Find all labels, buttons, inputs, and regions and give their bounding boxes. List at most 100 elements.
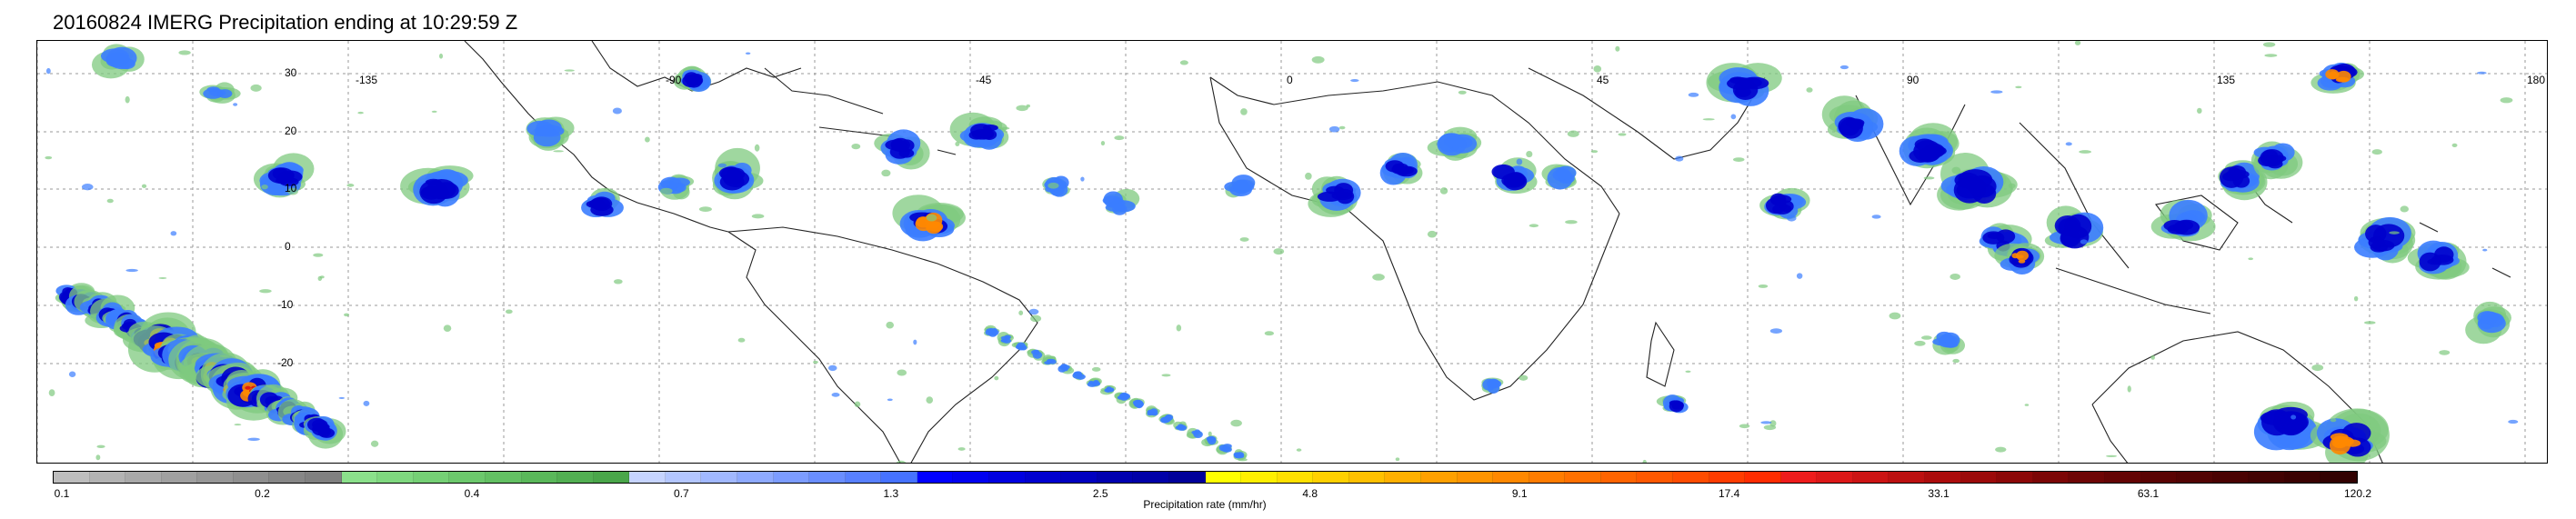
precip-cell bbox=[994, 375, 999, 381]
colorbar-segment bbox=[1097, 472, 1134, 483]
colorbar-segment bbox=[809, 472, 846, 483]
precip-cell bbox=[1519, 374, 1529, 381]
precip-cell bbox=[1328, 125, 1340, 133]
latitude-label: -20 bbox=[277, 356, 294, 369]
colorbar-tick-label: 1.3 bbox=[883, 487, 899, 500]
precip-cell bbox=[889, 145, 910, 159]
colorbar-segment bbox=[1709, 472, 1746, 483]
colorbar-segment bbox=[1061, 472, 1098, 483]
precip-cell bbox=[1164, 414, 1172, 421]
longitude-label: 0 bbox=[1287, 74, 1293, 86]
colorbar-segment bbox=[1673, 472, 1709, 483]
colorbar-segment bbox=[1817, 472, 1853, 483]
coastlines bbox=[464, 41, 2511, 463]
precip-cell bbox=[2127, 385, 2131, 393]
precip-cell bbox=[1920, 335, 1932, 340]
precip-cell bbox=[2163, 220, 2186, 232]
precip-cell bbox=[2336, 70, 2351, 83]
colorbar-segment bbox=[377, 472, 414, 483]
precip-cell bbox=[1016, 105, 1028, 112]
precip-cell bbox=[1030, 314, 1042, 323]
precip-cell bbox=[1234, 454, 1240, 458]
precip-cell bbox=[259, 289, 272, 294]
colorbar-tick-label: 9.1 bbox=[1511, 487, 1528, 500]
colorbar-segment bbox=[1277, 472, 1314, 483]
precip-cell bbox=[1230, 419, 1242, 427]
colorbar-tick-label: 33.1 bbox=[1928, 487, 1950, 500]
precip-cell bbox=[443, 324, 452, 332]
colorbar-segment bbox=[701, 472, 737, 483]
precip-cell bbox=[287, 187, 298, 195]
precip-cell bbox=[1739, 424, 1750, 429]
precip-cell bbox=[178, 50, 191, 55]
precip-cell bbox=[1995, 446, 2007, 453]
colorbar-segment bbox=[2177, 472, 2213, 483]
precip-cell bbox=[1194, 429, 1201, 434]
precip-cell bbox=[141, 184, 147, 188]
precip-cell bbox=[233, 103, 238, 106]
precip-cell bbox=[1787, 215, 1797, 222]
precip-cell bbox=[2264, 54, 2278, 57]
precip-cell bbox=[1730, 114, 1737, 120]
precip-cell bbox=[2106, 454, 2118, 457]
precip-cell bbox=[1734, 86, 1751, 97]
precip-cell bbox=[2311, 364, 2324, 372]
precip-cell bbox=[344, 313, 350, 317]
precip-cell bbox=[247, 437, 260, 441]
precip-cell bbox=[659, 187, 673, 195]
colorbar-segment bbox=[449, 472, 486, 483]
precip-cell bbox=[2476, 71, 2487, 75]
precip-cell bbox=[754, 144, 760, 152]
precip-cell bbox=[45, 67, 51, 75]
precip-cell bbox=[125, 95, 130, 104]
precip-cell bbox=[2482, 248, 2488, 252]
latitude-label: 0 bbox=[285, 240, 291, 253]
precip-cell bbox=[553, 150, 564, 153]
precip-cell bbox=[1091, 366, 1101, 372]
precip-cell bbox=[2074, 41, 2081, 45]
longitude-label: 180 bbox=[2527, 74, 2546, 86]
precip-cell bbox=[1732, 157, 1745, 162]
colorbar-segment bbox=[629, 472, 666, 483]
colorbar-tick-label: 17.4 bbox=[1718, 487, 1740, 500]
precip-cell bbox=[1951, 166, 1961, 175]
colorbar-segment bbox=[1852, 472, 1889, 483]
precip-cell bbox=[1179, 60, 1188, 65]
precip-cell bbox=[2270, 155, 2287, 162]
precip-cell bbox=[219, 354, 232, 358]
precip-cell bbox=[2400, 205, 2409, 213]
precip-cell bbox=[48, 389, 55, 397]
colorbar-segment bbox=[1205, 472, 1242, 483]
precip-cell bbox=[1178, 425, 1186, 430]
precip-cell bbox=[313, 253, 324, 257]
precip-cell bbox=[319, 275, 325, 279]
colorbar-label: Precipitation rate (mm/hr) bbox=[1143, 498, 1267, 511]
precip-cell bbox=[1489, 380, 1502, 388]
colorbar-segment bbox=[1565, 472, 1601, 483]
precip-cell bbox=[272, 167, 288, 180]
precip-cell bbox=[1982, 231, 2005, 245]
precip-cell bbox=[1264, 331, 1275, 336]
precip-cell bbox=[1871, 215, 1881, 219]
precip-cell bbox=[1395, 165, 1418, 177]
precip-cell bbox=[971, 128, 994, 140]
colorbar-segment bbox=[1493, 472, 1529, 483]
precip-cell bbox=[125, 268, 138, 273]
precip-cell bbox=[1338, 125, 1346, 130]
colorbar-segment bbox=[2032, 472, 2070, 483]
precip-cell bbox=[1395, 457, 1400, 462]
latitude-label: 30 bbox=[285, 66, 297, 79]
colorbar-segment bbox=[1168, 472, 1206, 483]
precip-cell bbox=[854, 401, 861, 407]
precip-cell bbox=[1914, 340, 1926, 346]
precip-cell bbox=[45, 155, 53, 160]
precip-cell bbox=[2248, 257, 2254, 261]
precip-cell bbox=[2508, 419, 2519, 424]
precip-cell bbox=[896, 460, 907, 463]
colorbar-segment bbox=[557, 472, 594, 483]
precip-cell bbox=[1688, 92, 1699, 97]
precip-cell bbox=[1090, 381, 1100, 385]
precip-cell bbox=[727, 172, 743, 185]
precip-cell bbox=[698, 206, 712, 213]
precip-cell bbox=[926, 221, 942, 235]
